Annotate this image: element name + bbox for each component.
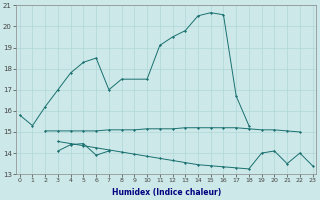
X-axis label: Humidex (Indice chaleur): Humidex (Indice chaleur) xyxy=(112,188,221,197)
